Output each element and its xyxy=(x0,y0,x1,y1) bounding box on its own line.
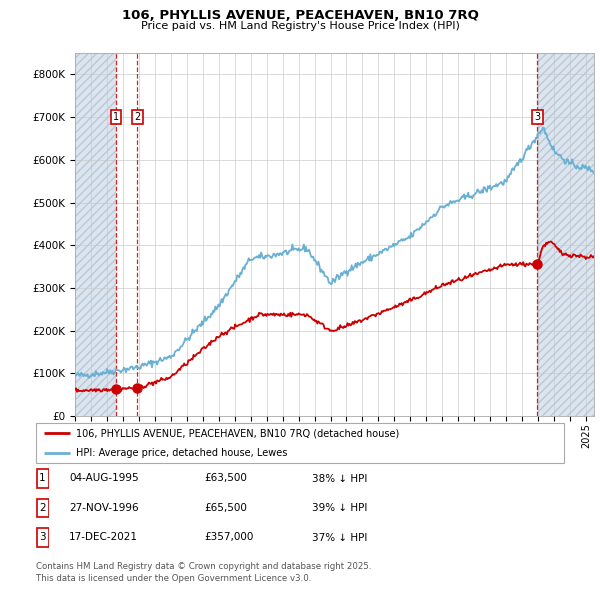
Text: £65,500: £65,500 xyxy=(204,503,247,513)
FancyBboxPatch shape xyxy=(37,529,49,546)
Text: 38% ↓ HPI: 38% ↓ HPI xyxy=(312,474,367,483)
FancyBboxPatch shape xyxy=(37,470,49,487)
Text: 106, PHYLLIS AVENUE, PEACEHAVEN, BN10 7RQ (detached house): 106, PHYLLIS AVENUE, PEACEHAVEN, BN10 7R… xyxy=(76,428,399,438)
Text: 3: 3 xyxy=(535,112,541,122)
Text: 1: 1 xyxy=(39,474,46,483)
Text: This data is licensed under the Open Government Licence v3.0.: This data is licensed under the Open Gov… xyxy=(36,574,311,583)
Text: £63,500: £63,500 xyxy=(204,474,247,483)
Text: 106, PHYLLIS AVENUE, PEACEHAVEN, BN10 7RQ: 106, PHYLLIS AVENUE, PEACEHAVEN, BN10 7R… xyxy=(122,9,478,22)
Text: HPI: Average price, detached house, Lewes: HPI: Average price, detached house, Lewe… xyxy=(76,448,287,458)
Text: Price paid vs. HM Land Registry's House Price Index (HPI): Price paid vs. HM Land Registry's House … xyxy=(140,21,460,31)
Text: £357,000: £357,000 xyxy=(204,533,253,542)
Text: Contains HM Land Registry data © Crown copyright and database right 2025.: Contains HM Land Registry data © Crown c… xyxy=(36,562,371,571)
Text: 37% ↓ HPI: 37% ↓ HPI xyxy=(312,533,367,542)
Bar xyxy=(538,53,594,416)
Text: 27-NOV-1996: 27-NOV-1996 xyxy=(69,503,139,513)
Text: 04-AUG-1995: 04-AUG-1995 xyxy=(69,474,139,483)
Text: 2: 2 xyxy=(39,503,46,513)
Text: 39% ↓ HPI: 39% ↓ HPI xyxy=(312,503,367,513)
Text: 17-DEC-2021: 17-DEC-2021 xyxy=(69,533,138,542)
Text: 3: 3 xyxy=(39,533,46,542)
Bar xyxy=(75,53,116,416)
FancyBboxPatch shape xyxy=(36,423,564,463)
Text: 1: 1 xyxy=(113,112,119,122)
Bar xyxy=(75,53,116,416)
FancyBboxPatch shape xyxy=(37,499,49,517)
Text: 2: 2 xyxy=(134,112,140,122)
Bar xyxy=(538,53,594,416)
